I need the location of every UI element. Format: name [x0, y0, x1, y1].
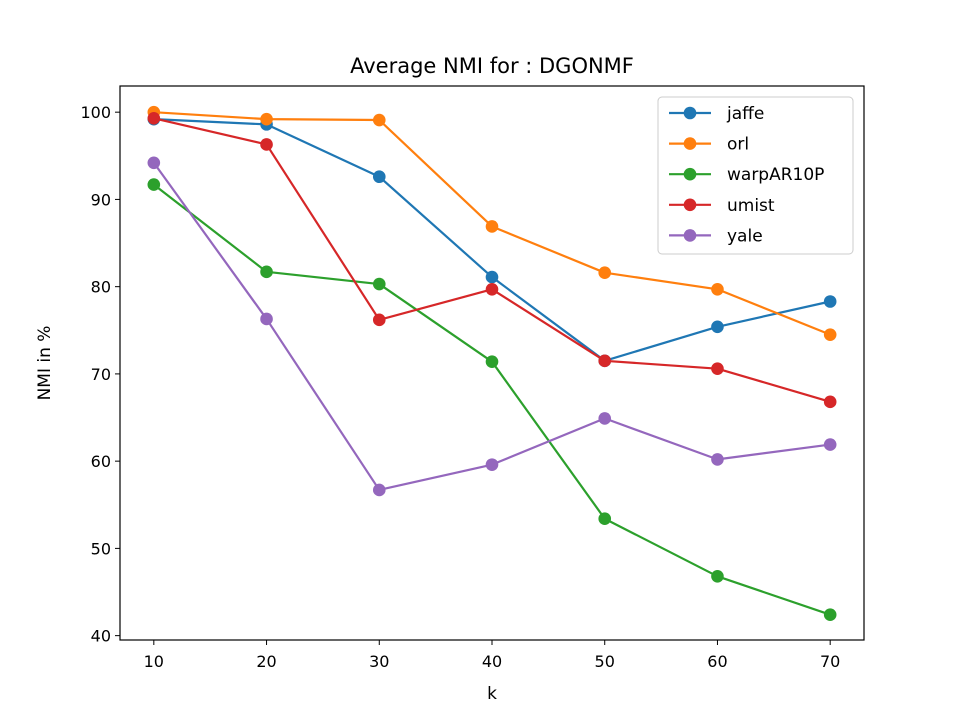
legend-label-umist: umist	[727, 196, 775, 216]
y-tick-label: 90	[91, 190, 111, 209]
data-point-yale	[260, 312, 273, 326]
legend-label-orl: orl	[727, 135, 749, 155]
legend-swatch-marker	[683, 229, 697, 242]
x-tick-label: 20	[256, 652, 276, 671]
data-point-orl	[485, 220, 499, 233]
data-point-yale	[598, 412, 612, 425]
data-point-yale	[485, 458, 499, 471]
legend-label-yale: yale	[727, 226, 763, 246]
data-point-umist	[598, 354, 612, 368]
data-point-orl	[598, 266, 612, 280]
legend-swatch-marker	[683, 106, 697, 120]
x-tick-label: 10	[144, 652, 164, 671]
y-tick-label: 60	[91, 452, 111, 471]
data-point-umist	[711, 362, 724, 375]
x-tick-label: 30	[369, 652, 389, 671]
data-point-warpAR10P	[823, 608, 837, 621]
x-axis-label: k	[487, 684, 497, 704]
data-point-jaffe	[711, 320, 724, 334]
data-point-umist	[823, 395, 837, 409]
data-point-jaffe	[823, 295, 837, 308]
data-point-yale	[372, 483, 386, 497]
y-axis: 40 50 60 70 80 90 100	[80, 103, 120, 646]
y-tick-label: 80	[91, 278, 111, 297]
data-point-warpAR10P	[711, 570, 724, 583]
data-point-orl	[711, 282, 724, 296]
legend-label-warpAR10P: warpAR10P	[727, 165, 824, 185]
y-tick-label: 50	[91, 539, 111, 558]
y-axis-label: NMI in %	[35, 326, 55, 401]
data-point-umist	[372, 313, 386, 327]
legend-swatch-marker	[683, 137, 697, 150]
legend-label-jaffe: jaffe	[726, 104, 764, 124]
x-axis: 10 20 30 40 50 60 70	[144, 640, 840, 671]
legend-box	[657, 96, 854, 255]
data-point-jaffe	[485, 270, 499, 284]
x-tick-label: 70	[820, 652, 840, 671]
x-tick-label: 40	[482, 652, 502, 671]
x-tick-label: 50	[595, 652, 615, 671]
data-point-yale	[823, 438, 837, 451]
data-point-jaffe	[372, 170, 386, 184]
data-point-warpAR10P	[598, 512, 612, 526]
legend: jaffe orl warpAR10P umist yale	[657, 96, 854, 255]
data-point-warpAR10P	[260, 265, 273, 279]
data-point-orl	[823, 328, 837, 341]
data-point-yale	[147, 156, 161, 170]
data-point-umist	[147, 111, 161, 125]
plot-area	[147, 105, 837, 621]
data-point-yale	[711, 453, 724, 466]
y-tick-label: 100	[80, 103, 111, 122]
data-point-warpAR10P	[147, 178, 161, 191]
legend-swatch-marker	[683, 198, 697, 212]
data-point-orl	[372, 113, 386, 127]
data-point-orl	[260, 112, 273, 126]
data-point-warpAR10P	[372, 277, 386, 291]
y-tick-label: 40	[91, 627, 111, 646]
chart-title: Average NMI for : DGONMF	[350, 54, 634, 78]
y-tick-label: 70	[91, 365, 111, 384]
x-tick-label: 60	[707, 652, 727, 671]
data-point-umist	[260, 138, 273, 151]
data-point-warpAR10P	[485, 355, 499, 368]
data-point-umist	[485, 282, 499, 296]
legend-swatch-marker	[683, 167, 697, 181]
